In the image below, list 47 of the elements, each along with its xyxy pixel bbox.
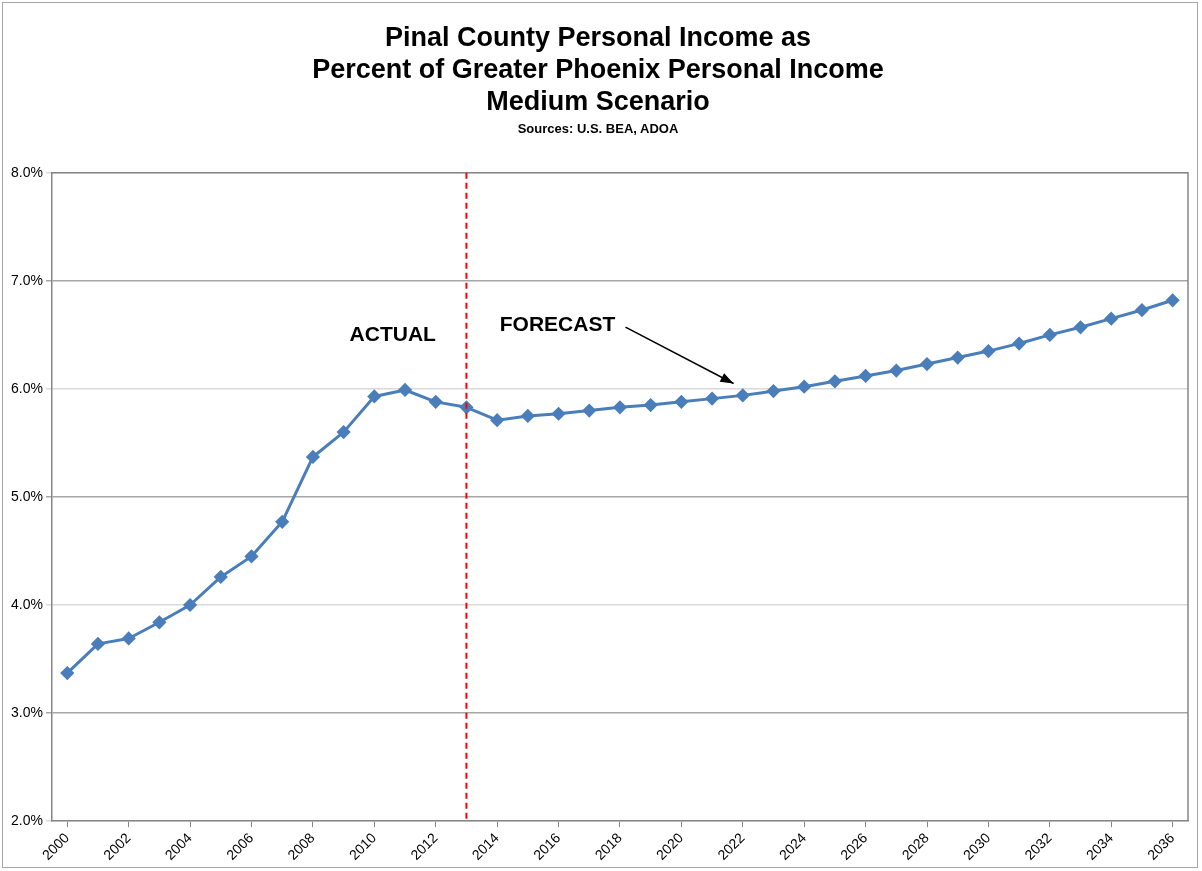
y-tick-label: 2.0%: [10, 811, 43, 828]
point: [582, 404, 596, 418]
y-tick-label: 4.0%: [10, 595, 43, 612]
point: [152, 615, 166, 629]
point: [183, 598, 197, 612]
point: [1104, 312, 1118, 326]
point: [398, 383, 412, 397]
point: [736, 388, 750, 402]
point: [1166, 293, 1180, 307]
point: [797, 380, 811, 394]
point: [552, 407, 566, 421]
point: [214, 570, 228, 584]
point: [337, 425, 351, 439]
point: [859, 369, 873, 383]
point: [60, 666, 74, 680]
chart-subtitle: Sources: U.S. BEA, ADOA: [517, 120, 679, 136]
annotation: FORECAST: [499, 311, 616, 335]
point: [766, 384, 780, 398]
point: [367, 389, 381, 403]
point: [275, 515, 289, 529]
point: [705, 392, 719, 406]
point: [920, 357, 934, 371]
point: [1135, 303, 1149, 317]
point: [244, 549, 258, 563]
point: [828, 374, 842, 388]
point: [613, 400, 627, 414]
point: [91, 637, 105, 651]
point: [1043, 328, 1057, 342]
point: [122, 631, 136, 645]
point: [1074, 320, 1088, 334]
point: [951, 351, 965, 365]
point: [306, 450, 320, 464]
chart-title: Pinal County Personal Income as Percent of Greater Phoenix Personal Income Medium Scenario: [312, 21, 884, 117]
point: [644, 398, 658, 412]
point: [521, 409, 535, 423]
point: [889, 364, 903, 378]
y-tick-label: 3.0%: [10, 703, 43, 720]
y-tick-label: 8.0%: [10, 163, 43, 180]
annotation: ACTUAL: [349, 321, 437, 345]
point: [674, 395, 688, 409]
point: [981, 344, 995, 358]
y-tick-label: 6.0%: [10, 379, 43, 396]
y-tick-label: 7.0%: [10, 271, 43, 288]
point: [429, 395, 443, 409]
y-tick-label: 5.0%: [10, 487, 43, 504]
point: [1012, 337, 1026, 351]
point: [490, 413, 504, 427]
